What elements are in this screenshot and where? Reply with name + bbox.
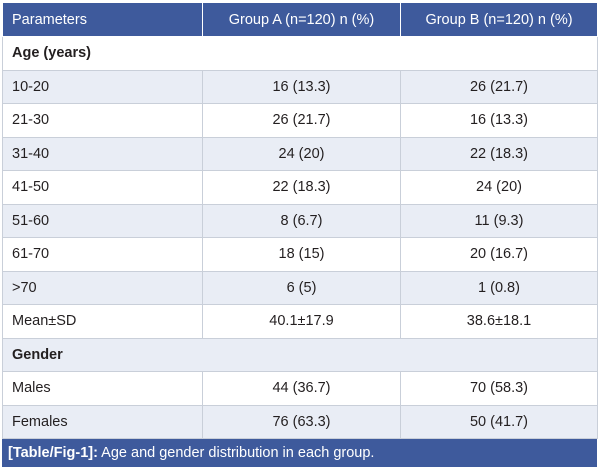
group-b-value: 24 (20) [400, 170, 598, 205]
group-b-value: 22 (18.3) [400, 136, 598, 171]
table-row: 41-50 22 (18.3) 24 (20) [2, 170, 598, 205]
row-label: Males [2, 371, 203, 406]
group-b-value: 26 (21.7) [400, 69, 598, 104]
group-b-value: 11 (9.3) [400, 203, 598, 238]
table-row: Females 76 (63.3) 50 (41.7) [2, 404, 598, 439]
group-a-value: 76 (63.3) [202, 404, 401, 439]
row-label: 41-50 [2, 170, 203, 205]
section-title-age: Age (years) [2, 36, 598, 71]
group-b-value: 38.6±18.1 [400, 304, 598, 339]
header-group-b: Group B (n=120) n (%) [400, 2, 598, 37]
group-b-value: 16 (13.3) [400, 103, 598, 138]
table-row: 61-70 18 (15) 20 (16.7) [2, 237, 598, 272]
table-row: Mean±SD 40.1±17.9 38.6±18.1 [2, 304, 598, 339]
section-row-gender: Gender [2, 337, 598, 372]
row-label: 51-60 [2, 203, 203, 238]
header-parameters: Parameters [2, 2, 203, 37]
row-label: Mean±SD [2, 304, 203, 339]
group-a-value: 44 (36.7) [202, 371, 401, 406]
row-label: >70 [2, 270, 203, 305]
row-label: Females [2, 404, 203, 439]
group-b-value: 20 (16.7) [400, 237, 598, 272]
caption-tag: [Table/Fig-1]: [8, 445, 98, 461]
row-label: 61-70 [2, 237, 203, 272]
group-a-value: 18 (15) [202, 237, 401, 272]
group-a-value: 22 (18.3) [202, 170, 401, 205]
group-a-value: 6 (5) [202, 270, 401, 305]
group-b-value: 1 (0.8) [400, 270, 598, 305]
table-row: 21-30 26 (21.7) 16 (13.3) [2, 103, 598, 138]
header-row: Parameters Group A (n=120) n (%) Group B… [2, 2, 598, 37]
row-label: 10-20 [2, 69, 203, 104]
table-caption: [Table/Fig-1]: Age and gender distributi… [2, 439, 597, 467]
row-label: 21-30 [2, 103, 203, 138]
table-row: 31-40 24 (20) 22 (18.3) [2, 136, 598, 171]
group-b-value: 50 (41.7) [400, 404, 598, 439]
row-label: 31-40 [2, 136, 203, 171]
group-a-value: 24 (20) [202, 136, 401, 171]
caption-text: Age and gender distribution in each grou… [97, 445, 375, 461]
section-title-gender: Gender [2, 337, 598, 372]
group-a-value: 40.1±17.9 [202, 304, 401, 339]
group-a-value: 16 (13.3) [202, 69, 401, 104]
table-row: Males 44 (36.7) 70 (58.3) [2, 371, 598, 406]
section-row-age: Age (years) [2, 36, 598, 71]
table-row: 51-60 8 (6.7) 11 (9.3) [2, 203, 598, 238]
table-row: 10-20 16 (13.3) 26 (21.7) [2, 69, 598, 104]
header-group-a: Group A (n=120) n (%) [202, 2, 401, 37]
data-table: Parameters Group A (n=120) n (%) Group B… [2, 2, 598, 439]
table-row: >70 6 (5) 1 (0.8) [2, 270, 598, 305]
table-body: Age (years) 10-20 16 (13.3) 26 (21.7) 21… [2, 36, 598, 439]
group-a-value: 8 (6.7) [202, 203, 401, 238]
group-a-value: 26 (21.7) [202, 103, 401, 138]
table-header: Parameters Group A (n=120) n (%) Group B… [2, 2, 598, 37]
group-b-value: 70 (58.3) [400, 371, 598, 406]
